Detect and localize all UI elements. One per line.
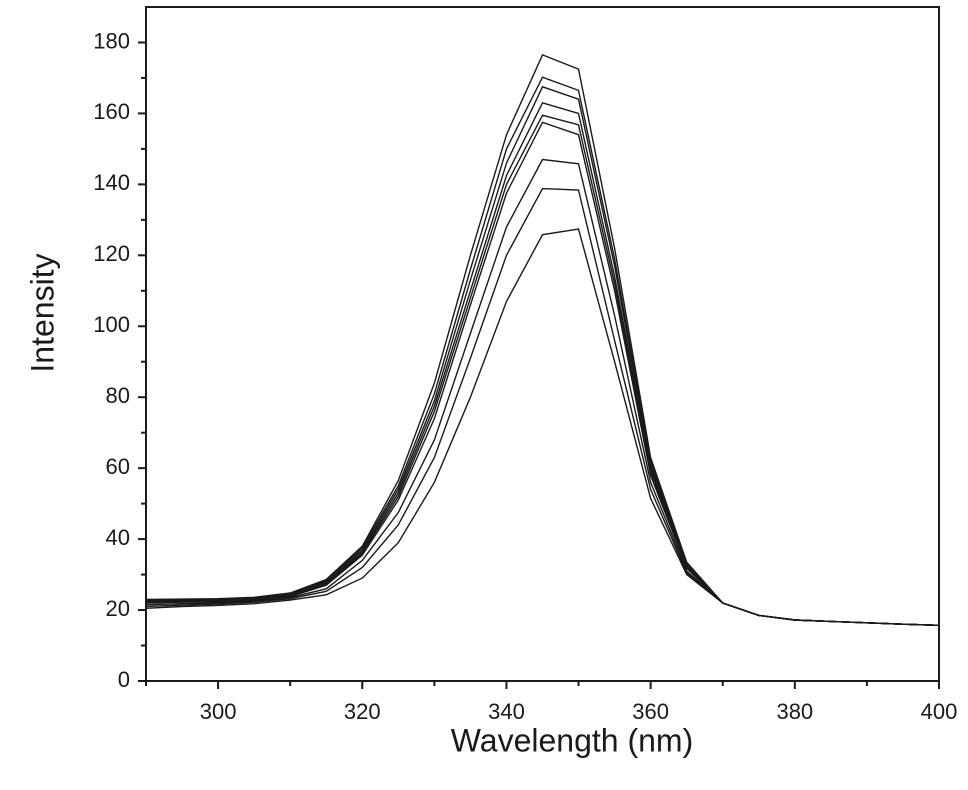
y-tick-label: 60 bbox=[106, 454, 130, 479]
series-line-1 bbox=[145, 228, 940, 626]
y-tick-label: 160 bbox=[93, 99, 130, 124]
y-tick-label: 100 bbox=[93, 312, 130, 337]
x-tick-label: 320 bbox=[344, 699, 381, 724]
series-line-7 bbox=[145, 85, 940, 626]
series-lines bbox=[145, 54, 940, 626]
x-tick-label: 300 bbox=[200, 699, 237, 724]
x-tick-label: 340 bbox=[488, 699, 525, 724]
series-line-9 bbox=[145, 54, 940, 626]
x-tick-label: 380 bbox=[776, 699, 813, 724]
x-tick-label: 360 bbox=[632, 699, 669, 724]
y-tick-label: 0 bbox=[118, 667, 130, 692]
series-line-4 bbox=[145, 121, 940, 626]
series-line-5 bbox=[145, 114, 940, 626]
axis-ticks bbox=[138, 41, 940, 689]
y-tick-label: 180 bbox=[93, 28, 130, 53]
y-tick-label: 40 bbox=[106, 525, 130, 550]
tick-labels: 300 320 340 360 380 400 0 20 40 60 80 100 120 140 160 1… bbox=[93, 28, 957, 724]
x-tick-label: 400 bbox=[921, 699, 958, 724]
y-axis-title: Intensity bbox=[24, 253, 60, 372]
series-line-6 bbox=[145, 101, 940, 626]
series-line-2 bbox=[145, 187, 940, 626]
y-tick-label: 120 bbox=[93, 241, 130, 266]
y-tick-label: 80 bbox=[106, 383, 130, 408]
plot-frame bbox=[145, 6, 940, 682]
series-line-3 bbox=[145, 158, 940, 626]
y-tick-label: 20 bbox=[106, 596, 130, 621]
y-tick-label: 140 bbox=[93, 170, 130, 195]
x-axis-title: Wavelength (nm) bbox=[451, 722, 693, 758]
